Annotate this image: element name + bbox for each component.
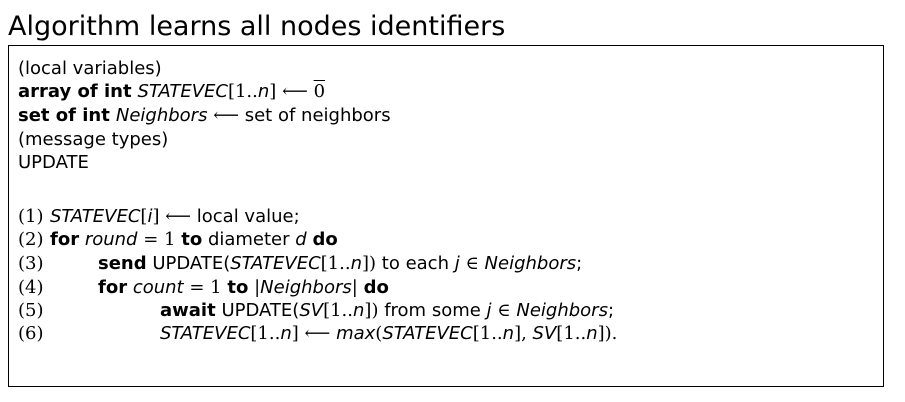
sv-name: SV — [299, 300, 324, 321]
from-some-text: from some — [384, 300, 481, 321]
element-of: ∈ — [497, 300, 511, 321]
statevec-name: STATEVEC — [50, 206, 141, 227]
n-var: n — [586, 323, 598, 344]
assign-arrow: ⟵ — [282, 81, 308, 102]
array-range-open: [1.. — [227, 81, 258, 102]
update-call: UPDATE( — [221, 300, 300, 321]
equals: = — [143, 229, 159, 250]
n-var: n — [502, 323, 515, 344]
array-keyword: array of int — [18, 81, 132, 102]
for-keyword: for — [50, 229, 80, 250]
update-call: UPDATE( — [152, 253, 231, 274]
neighbors-name: Neighbors — [115, 105, 208, 126]
bracket: [ — [140, 206, 148, 227]
assign-arrow: ⟵ — [213, 105, 239, 126]
element-of: ∈ — [465, 253, 479, 274]
code-line-3: (3) send UPDATE(STATEVEC[1..n]) to each j… — [18, 252, 582, 275]
paren-open: ( — [375, 323, 383, 344]
line-number: (4) — [18, 277, 44, 298]
local-value-text: local value; — [196, 206, 300, 227]
line-number: (2) — [18, 229, 44, 250]
j-var: j — [454, 253, 460, 274]
range-close: ]) — [362, 253, 377, 274]
local-variables-comment: (local variables) — [18, 58, 162, 79]
do-keyword: do — [363, 277, 389, 298]
line-number: (5) — [18, 300, 44, 321]
n-var: n — [350, 253, 362, 274]
range-open: [1.. — [320, 253, 351, 274]
statevec-name: STATEVEC — [160, 323, 251, 344]
range-close: ]) — [364, 300, 379, 321]
neighbors-name: Neighbors — [484, 253, 577, 274]
j-var: j — [486, 300, 492, 321]
n-var: n — [353, 300, 365, 321]
range-close: ], — [514, 323, 527, 344]
algorithm-box — [8, 45, 884, 387]
code-line-6: (6) STATEVEC[1..n] ⟵ max(STATEVEC[1..n], … — [18, 322, 617, 345]
count-var: count — [132, 277, 184, 298]
bracket: ] — [152, 206, 160, 227]
set-declaration: set of int Neighbors ⟵ set of neighbors — [18, 104, 391, 127]
range-open: [1.. — [472, 323, 503, 344]
neighbors-name: Neighbors — [260, 277, 352, 298]
to-keyword: to — [181, 229, 203, 250]
array-n: n — [257, 81, 270, 102]
index-i: i — [147, 206, 153, 227]
to-each-text: to each — [381, 253, 449, 274]
await-keyword: await — [160, 300, 216, 321]
round-var: round — [84, 229, 138, 250]
one: 1 — [210, 277, 222, 298]
d-var: d — [295, 229, 307, 250]
code-line-2: (2) for round = 1 to diameter d do — [18, 228, 338, 251]
code-line-1: (1) STATEVEC[i] ⟵ local value; — [18, 205, 300, 228]
to-keyword: to — [227, 277, 249, 298]
semicolon: ; — [576, 253, 583, 274]
update-message-type: UPDATE — [18, 152, 89, 173]
semicolon: ; — [607, 300, 615, 321]
diameter-text: diameter — [207, 229, 290, 250]
message-types-comment: (message types) — [18, 129, 169, 150]
set-keyword: set of int — [18, 105, 110, 126]
array-declaration: array of int STATEVEC[1..n] ⟵ 0 — [18, 80, 325, 103]
abs-bar: | — [351, 277, 358, 298]
max-fn: max — [336, 323, 376, 344]
array-range-close: ] — [269, 81, 277, 102]
assign-arrow: ⟵ — [304, 323, 331, 344]
sv-name: SV — [532, 323, 557, 344]
n-var: n — [280, 323, 292, 344]
range-close: ]). — [597, 323, 618, 344]
algorithm-title: Algorithm learns all nodes identifiers — [8, 11, 506, 42]
code-line-5: (5) await UPDATE(SV[1..n]) from some j ∈ … — [18, 299, 614, 322]
statevec-name: STATEVEC — [137, 81, 228, 102]
statevec-name: STATEVEC — [382, 323, 473, 344]
statevec-name: STATEVEC — [230, 253, 321, 274]
line-number: (6) — [18, 323, 44, 344]
abs-bar: | — [254, 277, 261, 298]
neighbors-name: Neighbors — [516, 300, 608, 321]
range-open: [1.. — [556, 323, 587, 344]
set-value: set of neighbors — [244, 105, 391, 126]
range-close: ] — [291, 323, 299, 344]
do-keyword: do — [312, 229, 338, 250]
line-number: (1) — [18, 206, 44, 227]
equals: = — [189, 277, 205, 298]
one: 1 — [164, 229, 176, 250]
code-line-4: (4) for count = 1 to |Neighbors| do — [18, 276, 389, 299]
range-open: [1.. — [323, 300, 353, 321]
line-number: (3) — [18, 253, 44, 274]
assign-arrow: ⟵ — [165, 206, 192, 227]
range-open: [1.. — [250, 323, 281, 344]
for-keyword: for — [98, 277, 128, 298]
zero-vector: 0 — [313, 81, 326, 102]
send-keyword: send — [98, 253, 147, 274]
